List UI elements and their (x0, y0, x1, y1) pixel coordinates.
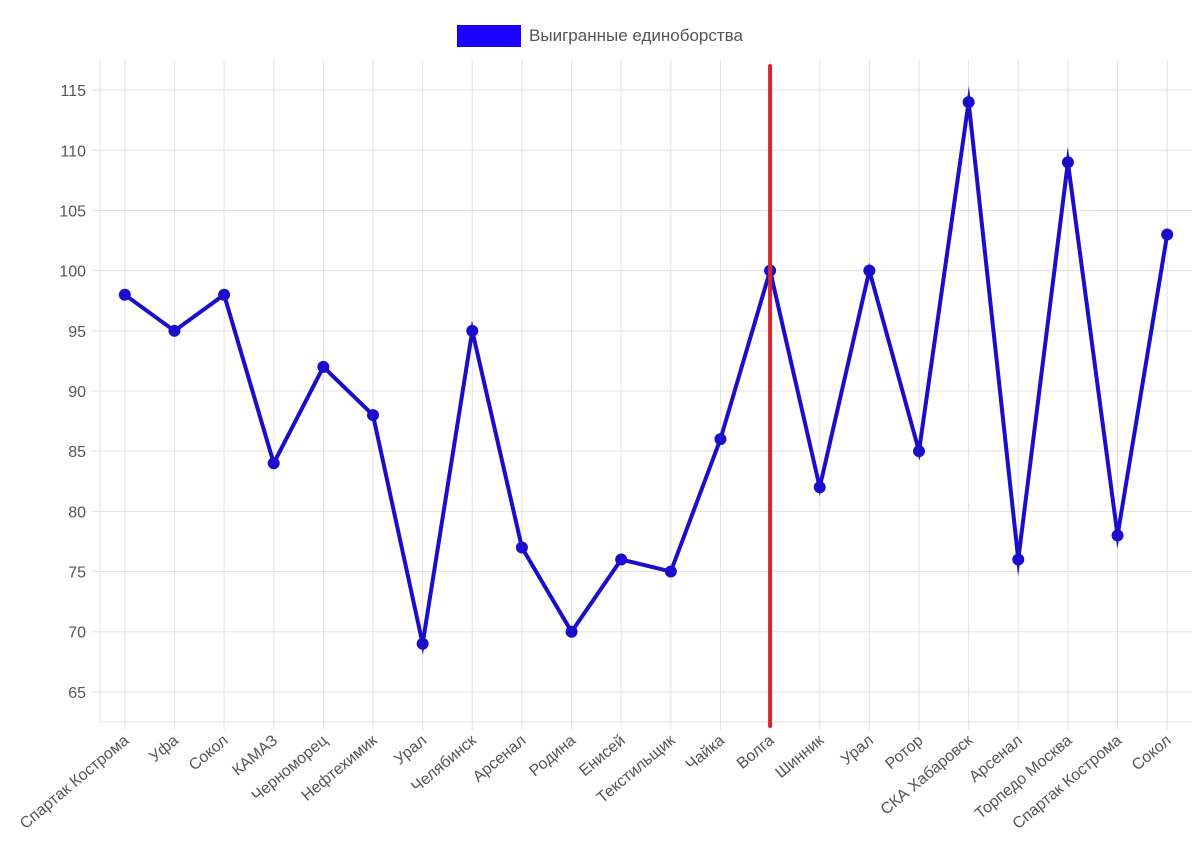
data-point[interactable] (1012, 553, 1025, 566)
data-point[interactable] (218, 288, 231, 301)
x-tick-label: Сокол (186, 732, 232, 774)
data-point[interactable] (317, 360, 330, 373)
x-tick-label: Шинник (773, 731, 829, 781)
y-tick-label: 80 (68, 504, 86, 521)
data-point[interactable] (267, 457, 280, 470)
data-point[interactable] (813, 481, 826, 494)
x-tick-label: Чайка (683, 732, 728, 774)
series-path (123, 86, 1170, 655)
grid (92, 60, 1192, 730)
data-point[interactable] (913, 445, 925, 458)
legend-swatch (457, 25, 522, 47)
data-point[interactable] (466, 324, 479, 337)
x-tick-label: Сокол (1129, 732, 1175, 774)
data-point[interactable] (565, 625, 578, 638)
x-tick-label: Ротор (882, 732, 926, 773)
y-axis: 65 70 75 80 85 90 95 100 105 110 115 (59, 83, 86, 702)
x-tick-label: Уфа (146, 732, 182, 766)
data-point[interactable] (118, 288, 131, 301)
legend-item-series[interactable]: Выигранные единоборства (457, 25, 743, 47)
y-tick-label: 65 (68, 685, 86, 702)
data-point[interactable] (1161, 228, 1174, 241)
data-point[interactable] (714, 433, 727, 446)
x-tick-label: Волга (734, 732, 778, 773)
x-tick-label: Урал (838, 732, 877, 769)
x-axis: Спартак Кострома Уфа СоколКАМАЗЧерноморецН… (17, 731, 1175, 832)
data-point[interactable] (664, 565, 677, 578)
x-tick-label: Урал (391, 732, 430, 769)
y-tick-label: 75 (68, 565, 86, 582)
data-point[interactable] (416, 637, 429, 650)
x-tick-label: Спартак Кострома (17, 732, 132, 833)
x-tick-label: Арсенал (470, 732, 530, 786)
data-point[interactable] (962, 96, 975, 109)
data-point[interactable] (515, 541, 528, 554)
y-tick-label: 100 (59, 264, 86, 281)
y-tick-label: 105 (59, 203, 86, 220)
x-tick-label: СКА Хабаровск (878, 731, 977, 818)
series-line (118, 86, 1174, 655)
y-tick-label: 85 (68, 444, 86, 461)
data-point[interactable] (615, 553, 628, 566)
y-tick-label: 70 (68, 625, 86, 642)
data-point[interactable] (1061, 156, 1074, 169)
y-tick-label: 90 (68, 384, 86, 401)
legend-label: Выигранные единоборства (529, 26, 743, 45)
x-tick-label: Родина (526, 732, 579, 780)
data-point[interactable] (863, 264, 876, 277)
y-tick-label: 110 (60, 143, 86, 160)
data-point[interactable] (168, 324, 181, 337)
legend: Выигранные единоборства (0, 24, 1200, 48)
data-point[interactable] (367, 409, 379, 422)
y-tick-label: 115 (60, 83, 86, 100)
data-point[interactable] (1111, 529, 1124, 542)
y-tick-label: 95 (68, 324, 86, 341)
